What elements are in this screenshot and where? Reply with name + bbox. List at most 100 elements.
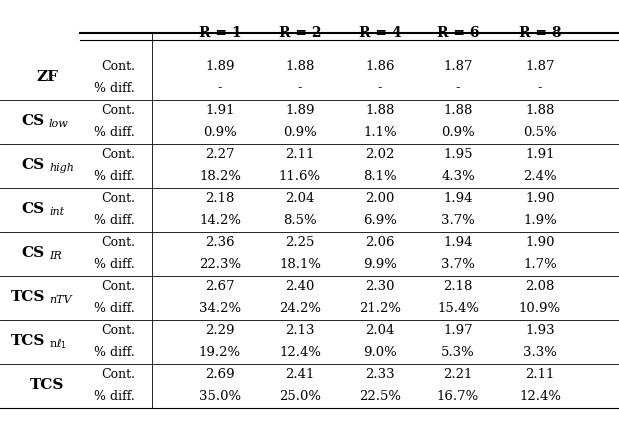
- Text: 2.21: 2.21: [443, 368, 473, 380]
- Text: nTV: nTV: [49, 295, 72, 305]
- Text: 1.87: 1.87: [443, 59, 473, 72]
- Text: 1.1%: 1.1%: [363, 125, 397, 139]
- Text: 2.4%: 2.4%: [523, 169, 557, 182]
- Text: 24.2%: 24.2%: [279, 301, 321, 315]
- Text: 2.18: 2.18: [206, 191, 235, 205]
- Text: 8.1%: 8.1%: [363, 169, 397, 182]
- Text: 1.91: 1.91: [206, 104, 235, 116]
- Text: % diff.: % diff.: [94, 214, 135, 226]
- Text: CS: CS: [22, 246, 45, 260]
- Text: low: low: [49, 119, 69, 129]
- Text: 2.27: 2.27: [206, 148, 235, 160]
- Text: 1.88: 1.88: [443, 104, 473, 116]
- Text: R = 2: R = 2: [279, 26, 321, 39]
- Text: high: high: [49, 163, 74, 173]
- Text: 2.30: 2.30: [365, 279, 395, 292]
- Text: 2.08: 2.08: [526, 279, 555, 292]
- Text: -: -: [378, 81, 383, 95]
- Text: % diff.: % diff.: [94, 345, 135, 359]
- Text: 2.13: 2.13: [285, 324, 314, 336]
- Text: R = 8: R = 8: [519, 26, 561, 39]
- Text: 1.88: 1.88: [526, 104, 555, 116]
- Text: Cont.: Cont.: [101, 104, 135, 116]
- Text: n$\ell_1$: n$\ell_1$: [49, 337, 67, 351]
- Text: 1.88: 1.88: [285, 59, 314, 72]
- Text: 3.7%: 3.7%: [441, 258, 475, 270]
- Text: 1.91: 1.91: [526, 148, 555, 160]
- Text: 10.9%: 10.9%: [519, 301, 561, 315]
- Text: 21.2%: 21.2%: [359, 301, 401, 315]
- Text: R = 1: R = 1: [199, 26, 241, 39]
- Text: 12.4%: 12.4%: [519, 389, 561, 402]
- Text: TCS: TCS: [11, 334, 45, 348]
- Text: 2.04: 2.04: [285, 191, 314, 205]
- Text: 18.1%: 18.1%: [279, 258, 321, 270]
- Text: -: -: [298, 81, 302, 95]
- Text: 1.87: 1.87: [526, 59, 555, 72]
- Text: TCS: TCS: [11, 290, 45, 304]
- Text: 1.93: 1.93: [525, 324, 555, 336]
- Text: 0.9%: 0.9%: [283, 125, 317, 139]
- Text: 1.9%: 1.9%: [523, 214, 557, 226]
- Text: -: -: [218, 81, 222, 95]
- Text: 2.69: 2.69: [205, 368, 235, 380]
- Text: 2.04: 2.04: [365, 324, 395, 336]
- Text: 9.0%: 9.0%: [363, 345, 397, 359]
- Text: % diff.: % diff.: [94, 169, 135, 182]
- Text: 0.9%: 0.9%: [441, 125, 475, 139]
- Text: 5.3%: 5.3%: [441, 345, 475, 359]
- Text: 22.5%: 22.5%: [359, 389, 401, 402]
- Text: 15.4%: 15.4%: [437, 301, 479, 315]
- Text: R = 6: R = 6: [437, 26, 479, 39]
- Text: 2.06: 2.06: [365, 235, 395, 249]
- Text: CS: CS: [22, 158, 45, 172]
- Text: 2.33: 2.33: [365, 368, 395, 380]
- Text: -: -: [456, 81, 461, 95]
- Text: 1.90: 1.90: [526, 191, 555, 205]
- Text: Cont.: Cont.: [101, 191, 135, 205]
- Text: 1.94: 1.94: [443, 235, 473, 249]
- Text: R = 4: R = 4: [358, 26, 401, 39]
- Text: Cont.: Cont.: [101, 148, 135, 160]
- Text: -: -: [538, 81, 542, 95]
- Text: 1.95: 1.95: [443, 148, 473, 160]
- Text: 1.86: 1.86: [365, 59, 395, 72]
- Text: % diff.: % diff.: [94, 389, 135, 402]
- Text: 3.3%: 3.3%: [523, 345, 557, 359]
- Text: 11.6%: 11.6%: [279, 169, 321, 182]
- Text: Cont.: Cont.: [101, 324, 135, 336]
- Text: CS: CS: [22, 114, 45, 128]
- Text: % diff.: % diff.: [94, 258, 135, 270]
- Text: 19.2%: 19.2%: [199, 345, 241, 359]
- Text: 18.2%: 18.2%: [199, 169, 241, 182]
- Text: Cont.: Cont.: [101, 368, 135, 380]
- Text: 8.5%: 8.5%: [283, 214, 317, 226]
- Text: % diff.: % diff.: [94, 81, 135, 95]
- Text: 2.18: 2.18: [443, 279, 473, 292]
- Text: 35.0%: 35.0%: [199, 389, 241, 402]
- Text: CS: CS: [22, 202, 45, 216]
- Text: ZF: ZF: [36, 70, 58, 84]
- Text: 1.7%: 1.7%: [523, 258, 557, 270]
- Text: 2.40: 2.40: [285, 279, 314, 292]
- Text: 6.9%: 6.9%: [363, 214, 397, 226]
- Text: TCS: TCS: [30, 378, 64, 392]
- Text: 16.7%: 16.7%: [437, 389, 479, 402]
- Text: 2.00: 2.00: [365, 191, 395, 205]
- Text: % diff.: % diff.: [94, 125, 135, 139]
- Text: 25.0%: 25.0%: [279, 389, 321, 402]
- Text: 1.94: 1.94: [443, 191, 473, 205]
- Text: 2.11: 2.11: [526, 368, 555, 380]
- Text: 2.67: 2.67: [205, 279, 235, 292]
- Text: 1.97: 1.97: [443, 324, 473, 336]
- Text: 4.3%: 4.3%: [441, 169, 475, 182]
- Text: 2.02: 2.02: [365, 148, 395, 160]
- Text: 2.11: 2.11: [285, 148, 314, 160]
- Text: Cont.: Cont.: [101, 279, 135, 292]
- Text: 1.90: 1.90: [526, 235, 555, 249]
- Text: 1.89: 1.89: [206, 59, 235, 72]
- Text: 14.2%: 14.2%: [199, 214, 241, 226]
- Text: 3.7%: 3.7%: [441, 214, 475, 226]
- Text: IR: IR: [49, 251, 62, 261]
- Text: 0.9%: 0.9%: [203, 125, 237, 139]
